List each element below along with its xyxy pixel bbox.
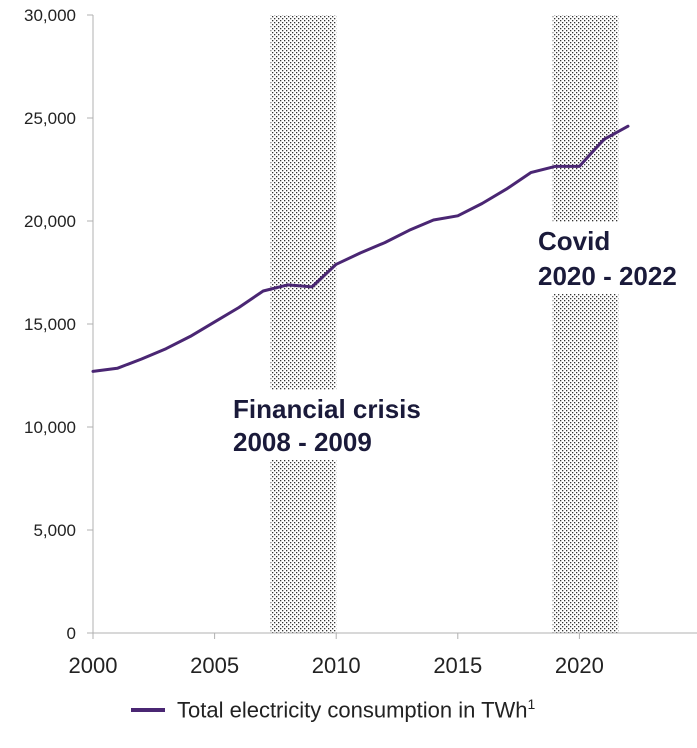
data-point <box>602 138 605 141</box>
legend-footnote: 1 <box>527 696 536 713</box>
data-point <box>310 285 313 288</box>
data-point <box>92 370 95 373</box>
y-tick-label: 10,000 <box>24 418 76 437</box>
data-point <box>237 306 240 309</box>
y-tick-label: 5,000 <box>33 521 76 540</box>
data-point <box>116 367 119 370</box>
data-point <box>383 241 386 244</box>
data-point <box>554 165 557 168</box>
annotation-1-line2: 2008 - 2009 <box>233 427 372 457</box>
x-tick-label: 2010 <box>312 653 361 678</box>
data-point <box>529 171 532 174</box>
data-point <box>432 218 435 221</box>
data-point <box>481 202 484 205</box>
data-point <box>408 229 411 232</box>
data-point <box>359 251 362 254</box>
annotation-2-line1: Covid <box>538 226 610 256</box>
data-point <box>140 358 143 361</box>
legend-label: Total electricity consumption in TWh1 <box>177 696 535 723</box>
annotation-background <box>530 222 697 294</box>
data-point <box>335 263 338 266</box>
y-tick-label: 0 <box>67 624 76 643</box>
data-point <box>286 283 289 286</box>
line-chart: 0 5,000 10,000 15,000 20,000 25,000 30,000 2000… <box>24 6 697 678</box>
annotation-background <box>226 390 454 460</box>
series-line-1 <box>91 124 630 373</box>
data-point <box>189 335 192 338</box>
data-point <box>505 188 508 191</box>
data-point <box>213 320 216 323</box>
x-tick-label: 2015 <box>433 653 482 678</box>
y-tick-label: 25,000 <box>24 109 76 128</box>
axes: 0 5,000 10,000 15,000 20,000 25,000 30,000 2000… <box>24 6 697 678</box>
shaded-periods <box>270 15 619 633</box>
annotation-1-line1: Financial crisis <box>233 394 421 424</box>
y-tick-label: 30,000 <box>24 6 76 25</box>
series-layer <box>91 124 630 373</box>
legend-label-text: Total electricity consumption in TWh <box>177 697 528 723</box>
legend-swatch <box>131 708 165 712</box>
x-tick-label: 2020 <box>555 653 604 678</box>
x-tick-label: 2005 <box>190 653 239 678</box>
x-tick-label: 2000 <box>69 653 118 678</box>
data-point <box>456 214 459 217</box>
legend: Total electricity consumption in TWh1 <box>131 690 535 730</box>
shaded-period-1 <box>270 15 337 633</box>
data-point <box>262 290 265 293</box>
data-point <box>627 125 630 128</box>
y-tick-label: 15,000 <box>24 315 76 334</box>
annotation-2-line2: 2020 - 2022 <box>538 261 677 291</box>
y-tick-label: 20,000 <box>24 212 76 231</box>
data-point <box>164 347 167 350</box>
shaded-period-2 <box>552 15 619 633</box>
data-point <box>578 165 581 168</box>
